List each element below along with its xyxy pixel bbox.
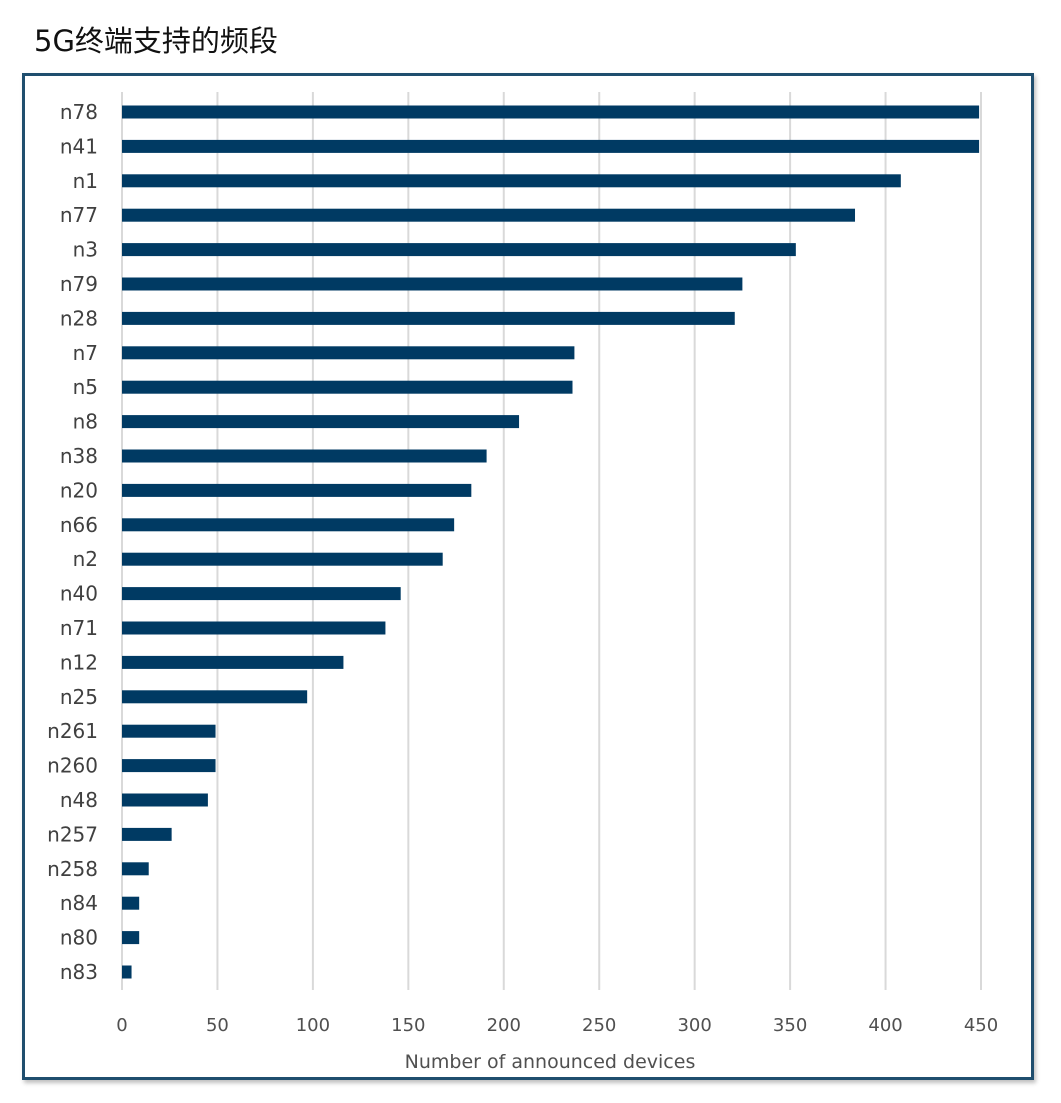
category-label-n38: n38: [60, 444, 98, 468]
category-label-n258: n258: [47, 857, 98, 881]
category-labels: n78 n41 n1 n77 n3 n79 n28 n7 n5 n8 n38 n20 n66 n2 n40 n…: [47, 100, 98, 984]
x-tick-label: 250: [582, 1015, 616, 1036]
chart-frame: [22, 73, 1034, 1080]
bar-n66: [122, 518, 455, 532]
x-tick-label: 200: [487, 1015, 521, 1036]
category-label-n7: n7: [73, 341, 98, 365]
category-label-n1: n1: [73, 169, 98, 193]
category-label-n2: n2: [73, 547, 98, 571]
bar-n48: [122, 793, 208, 807]
x-tick-label: 50: [206, 1015, 229, 1036]
category-label-n8: n8: [73, 410, 98, 434]
bar-n38: [122, 449, 487, 463]
category-label-n80: n80: [60, 926, 98, 950]
category-label-n41: n41: [60, 134, 98, 158]
category-label-n260: n260: [47, 754, 98, 778]
bar-n7: [122, 346, 575, 360]
bar-n28: [122, 311, 735, 325]
category-label-n78: n78: [60, 100, 98, 124]
bar-n79: [122, 277, 743, 291]
category-label-n261: n261: [47, 719, 98, 743]
x-tick-label: 450: [964, 1015, 998, 1036]
bar-n40: [122, 587, 401, 601]
category-label-n3: n3: [73, 238, 98, 262]
category-label-n66: n66: [60, 513, 98, 537]
category-label-n5: n5: [73, 375, 98, 399]
bar-n80: [122, 931, 140, 945]
bar-n258: [122, 862, 149, 876]
bar-n20: [122, 483, 472, 497]
category-label-n40: n40: [60, 582, 98, 606]
category-label-n84: n84: [60, 891, 98, 915]
bar-n84: [122, 896, 140, 910]
category-label-n83: n83: [60, 960, 98, 984]
category-label-n20: n20: [60, 478, 98, 502]
x-axis-label: Number of announced devices: [405, 1051, 696, 1073]
bars: [122, 105, 980, 979]
bar-n78: [122, 105, 980, 119]
x-tick-label: 300: [677, 1015, 711, 1036]
bar-n261: [122, 724, 216, 738]
grid-lines: [121, 92, 982, 990]
category-label-n79: n79: [60, 272, 98, 296]
bar-n3: [122, 243, 796, 257]
x-tick-label: 100: [296, 1015, 330, 1036]
bar-n12: [122, 655, 344, 669]
category-label-n48: n48: [60, 788, 98, 812]
chart-title: 5G终端支持的频段: [34, 24, 278, 58]
bar-n1: [122, 174, 901, 188]
category-label-n257: n257: [47, 822, 98, 846]
x-tick-labels: 0 50 100 150 200 250 300 350 400 450: [116, 1015, 998, 1036]
bar-n41: [122, 139, 980, 153]
bar-n260: [122, 759, 216, 773]
category-label-n25: n25: [60, 685, 98, 709]
bar-n77: [122, 208, 856, 222]
x-tick-label: 150: [391, 1015, 425, 1036]
category-label-n77: n77: [60, 203, 98, 227]
x-tick-label: 400: [868, 1015, 902, 1036]
category-label-n12: n12: [60, 650, 98, 674]
bar-n257: [122, 827, 172, 841]
x-tick-label: 0: [116, 1015, 127, 1036]
x-tick-label: 350: [773, 1015, 807, 1036]
bar-n83: [122, 965, 132, 979]
bar-n71: [122, 621, 386, 635]
category-label-n71: n71: [60, 616, 98, 640]
category-label-n28: n28: [60, 306, 98, 330]
bar-n2: [122, 552, 443, 566]
bar-n25: [122, 690, 308, 704]
bar-n5: [122, 380, 573, 394]
bar-n8: [122, 415, 520, 429]
